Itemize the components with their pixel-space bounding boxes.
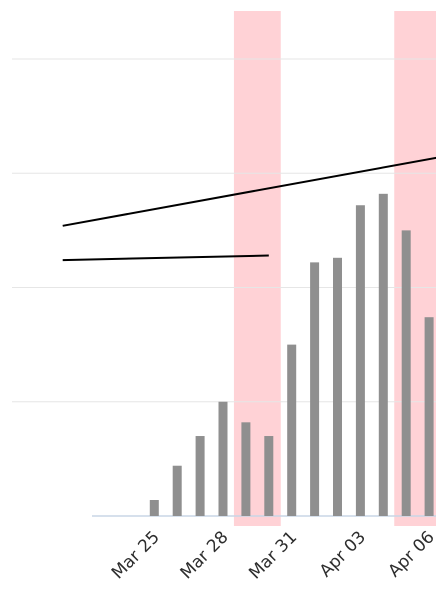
x-tick-label: Apr 06 bbox=[385, 527, 436, 581]
x-tick-label: Mar 31 bbox=[245, 527, 301, 583]
x-tick-label: Mar 25 bbox=[108, 527, 164, 583]
bar-apr-03 bbox=[355, 205, 365, 517]
bar-apr-06 bbox=[424, 317, 434, 516]
x-tick-labels: Mar 25 Mar 28 Mar 31 Apr 03 Apr 06 bbox=[108, 527, 436, 583]
bar-apr-01 bbox=[310, 262, 320, 516]
bar-mar-27 bbox=[195, 436, 205, 516]
annotation-line-2 bbox=[62, 254, 269, 262]
x-tick-label: Mar 28 bbox=[177, 527, 233, 583]
bar-mar-25 bbox=[149, 500, 159, 516]
highlight-band-1 bbox=[233, 11, 281, 526]
bar-mar-31 bbox=[287, 344, 297, 516]
bar-apr-05 bbox=[401, 230, 411, 516]
x-tick-label: Apr 03 bbox=[316, 527, 370, 581]
bars bbox=[149, 193, 434, 517]
bar-apr-04 bbox=[378, 193, 388, 516]
annotation-line-1 bbox=[62, 156, 436, 227]
bar-mar-28 bbox=[218, 401, 228, 516]
bar-mar-29 bbox=[241, 422, 251, 516]
bar-apr-02 bbox=[333, 257, 342, 516]
annotation-lines bbox=[62, 156, 436, 262]
bar-mar-26 bbox=[172, 465, 182, 516]
bar-mar-30 bbox=[264, 436, 274, 516]
